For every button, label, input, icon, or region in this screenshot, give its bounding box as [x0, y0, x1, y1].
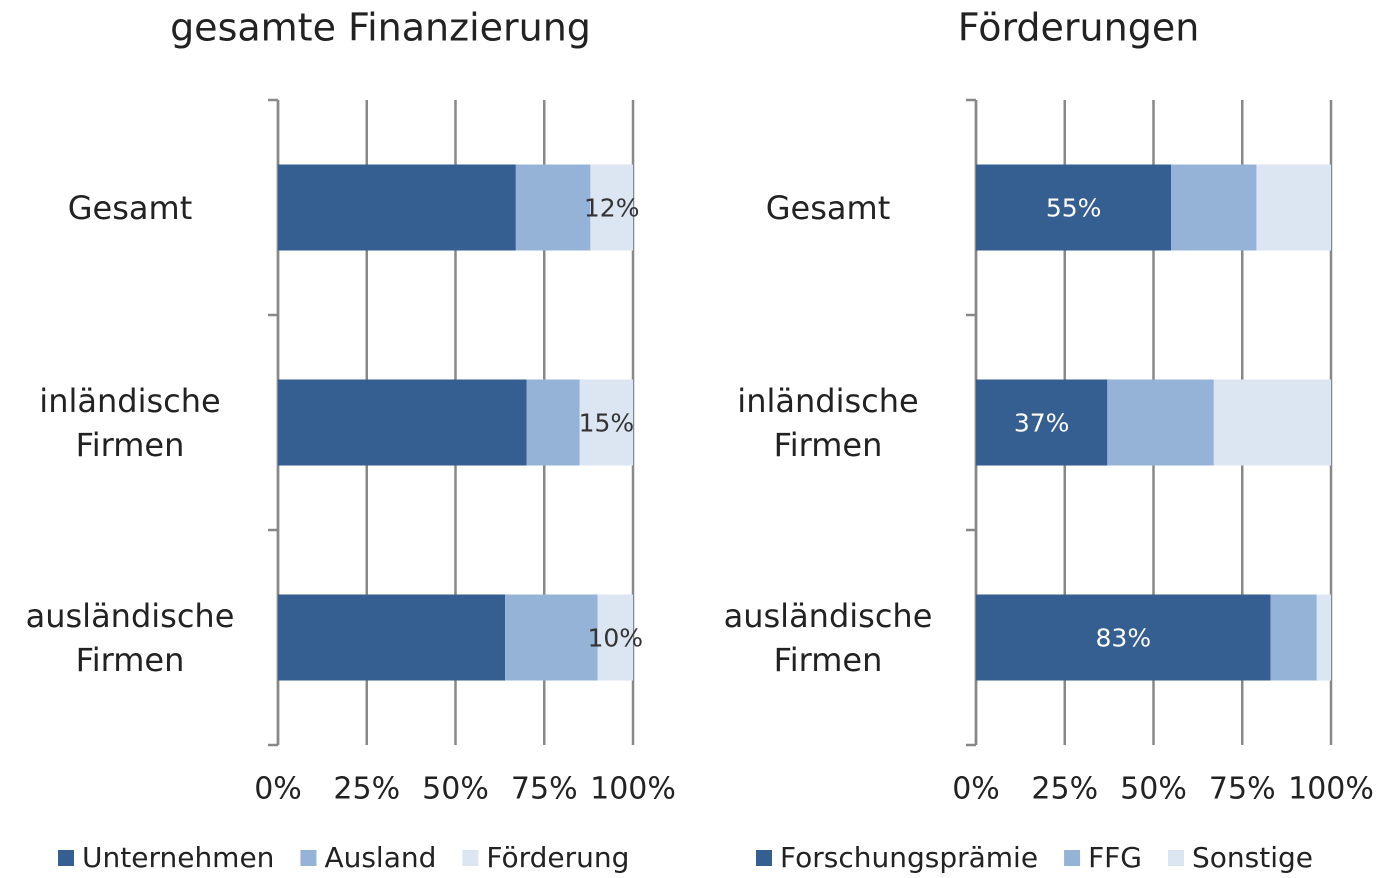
data-label: 15% — [579, 409, 635, 438]
bar-segment — [590, 164, 633, 251]
x-tick-label: 50% — [422, 772, 489, 807]
chart-title: gesamte Finanzierung — [170, 6, 591, 50]
bar-segment — [1213, 379, 1331, 466]
chart-title: Förderungen — [958, 6, 1200, 50]
legend-label: Sonstige — [1192, 841, 1313, 874]
legend-swatch — [756, 850, 772, 866]
bar-segment — [515, 164, 591, 251]
legend-label: Förderung — [486, 841, 629, 874]
bar-segment — [278, 164, 516, 251]
legend-swatch — [58, 850, 74, 866]
legend-swatch — [1167, 850, 1184, 866]
bar-segment — [579, 379, 633, 466]
x-tick-label: 75% — [1209, 772, 1276, 807]
bar-segment — [1270, 594, 1317, 681]
legend-swatch — [462, 850, 479, 866]
y-tick-label: inländische Firmen — [39, 381, 221, 464]
legend-swatch — [300, 850, 317, 866]
bar-segment — [976, 594, 1271, 681]
x-tick-label: 100% — [590, 772, 676, 807]
y-tick-label: inländische Firmen — [737, 381, 919, 464]
bar-segment — [505, 594, 598, 681]
legend-label: Forschungsprämie — [780, 841, 1038, 874]
legend-label: Ausland — [324, 841, 436, 874]
data-label: 37% — [1014, 409, 1070, 438]
data-label: 55% — [1046, 194, 1102, 223]
data-label: 83% — [1096, 624, 1152, 653]
bar-segment — [278, 594, 506, 681]
bar-segment — [1256, 164, 1331, 251]
x-tick-label: 75% — [511, 772, 578, 807]
bar-segment — [1316, 594, 1331, 681]
y-tick-label: Gesamt — [67, 188, 193, 227]
x-tick-label: 100% — [1288, 772, 1374, 807]
legend-label: FFG — [1088, 841, 1142, 874]
bar-segment — [597, 594, 633, 681]
bar-segment — [976, 164, 1172, 251]
bar-segment — [976, 379, 1108, 466]
legend-label: Unternehmen — [82, 841, 274, 874]
data-label: 12% — [584, 194, 640, 223]
x-tick-label: 50% — [1120, 772, 1187, 807]
x-tick-label: 25% — [1031, 772, 1098, 807]
legend-swatch — [1064, 850, 1081, 866]
bar-segment — [1171, 164, 1257, 251]
y-tick-label: Gesamt — [765, 188, 891, 227]
x-tick-label: 25% — [333, 772, 400, 807]
bar-segment — [526, 379, 580, 466]
data-label: 10% — [587, 624, 643, 653]
x-tick-label: 0% — [254, 772, 302, 807]
y-tick-label: ausländische Firmen — [25, 596, 235, 679]
x-tick-label: 0% — [952, 772, 1000, 807]
y-tick-label: ausländische Firmen — [723, 596, 933, 679]
bar-segment — [278, 379, 527, 466]
bar-segment — [1107, 379, 1214, 466]
